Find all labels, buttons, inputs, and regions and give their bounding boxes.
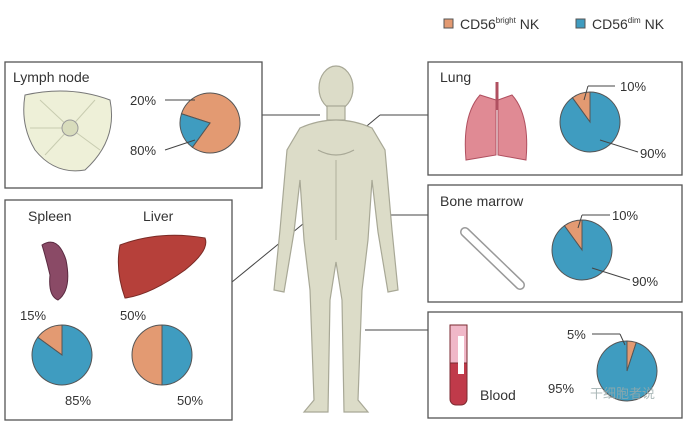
lymph-node-label: Lymph node xyxy=(13,69,90,85)
spleen-bright-pct: 15% xyxy=(20,308,46,323)
bone-marrow-panel: Bone marrow 10% 90% xyxy=(427,184,683,303)
bone-marrow-label: Bone marrow xyxy=(440,193,524,209)
lymph-node-dim-pct: 20% xyxy=(130,93,156,108)
blood-pie xyxy=(596,340,658,402)
legend-label-bright: CD56bright NK xyxy=(460,16,540,32)
lymph-node-bright-slice xyxy=(180,92,241,154)
spleen-dim-pct: 85% xyxy=(65,393,91,408)
legend-swatch-dim xyxy=(575,18,586,29)
liver-dim-pct: 50% xyxy=(177,393,203,408)
spleen-dim-slice xyxy=(31,324,93,386)
bone-marrow-dim-pct: 90% xyxy=(632,274,658,289)
legend-label-dim: CD56dim NK xyxy=(592,16,665,32)
lymph-node-bright-pct: 80% xyxy=(130,143,156,158)
blood-bright-pct: 5% xyxy=(567,327,586,342)
liver-dim-slice xyxy=(161,324,193,386)
blood-dim-pct: 95% xyxy=(548,381,574,396)
blood-panel: Blood 5% 95% xyxy=(427,311,683,419)
bone-illustration xyxy=(460,227,525,290)
lung-dim-slice xyxy=(559,91,621,153)
lung-illustration xyxy=(464,82,528,161)
spleen-illustration xyxy=(41,241,69,301)
spleen-liver-panel: Spleen Liver 15% 85% 50% 50% xyxy=(4,199,233,421)
liver-label: Liver xyxy=(143,208,174,224)
lung-bright-pct: 10% xyxy=(620,79,646,94)
lymph-node-panel: Lymph node 20% 80% xyxy=(4,61,263,189)
lymph-node-illustration xyxy=(23,90,113,172)
spleen-label: Spleen xyxy=(28,208,72,224)
liver-bright-pct: 50% xyxy=(120,308,146,323)
liver-illustration xyxy=(117,234,207,299)
liver-bright-slice xyxy=(131,324,163,386)
spleen-pie xyxy=(31,324,93,386)
watermark: 干细胞者说 xyxy=(590,387,655,402)
legend-swatch-bright xyxy=(443,18,454,29)
bone-marrow-dim-slice xyxy=(551,219,613,281)
lung-label: Lung xyxy=(440,69,471,85)
human-body-illustration xyxy=(273,65,399,413)
lymph-node-dim-slice xyxy=(179,113,211,148)
blood-label: Blood xyxy=(480,387,516,403)
lung-pie xyxy=(559,91,621,153)
lung-panel: Lung 10% 90% xyxy=(427,61,683,176)
bone-marrow-pie xyxy=(551,219,613,281)
lung-dim-pct: 90% xyxy=(640,146,666,161)
bone-marrow-bright-pct: 10% xyxy=(612,208,638,223)
blood-dim-slice xyxy=(596,340,658,402)
lymph-node-pie xyxy=(179,92,241,154)
blood-tube-illustration xyxy=(449,324,468,406)
liver-pie xyxy=(131,324,193,386)
legend: CD56bright NK CD56dim NK xyxy=(443,16,665,32)
